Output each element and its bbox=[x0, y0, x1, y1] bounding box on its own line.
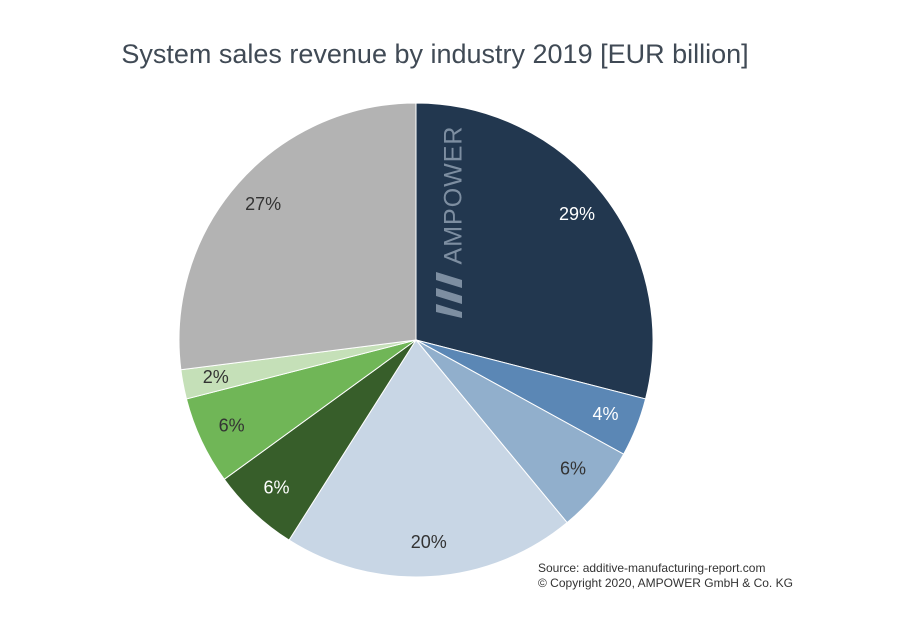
logo bbox=[436, 272, 462, 288]
slice bbox=[178, 102, 417, 371]
copyright-note: © Copyright 2020, AMPOWER GmbH & Co. KG bbox=[538, 576, 793, 590]
chart-title: System sales revenue by industry 2019 [E… bbox=[121, 39, 748, 69]
watermark: AMPOWER bbox=[436, 126, 468, 318]
slice bbox=[415, 102, 654, 400]
data-label: 27% bbox=[245, 194, 281, 214]
data-label: 4% bbox=[592, 404, 618, 424]
data-label: 29% bbox=[559, 204, 595, 224]
logo bbox=[436, 288, 462, 304]
data-label: 6% bbox=[263, 477, 289, 497]
data-label: 6% bbox=[219, 416, 245, 436]
data-label: 2% bbox=[203, 367, 229, 387]
pie bbox=[178, 102, 654, 578]
labels: 29% 4% 6% 20% 6% 6% 2% 27% bbox=[203, 194, 619, 552]
watermark-text: AMPOWER bbox=[440, 126, 468, 265]
logo bbox=[436, 304, 462, 318]
slice bbox=[288, 339, 568, 578]
data-label: 6% bbox=[560, 459, 586, 479]
source-note: Source: additive-manufacturing-report.co… bbox=[538, 561, 765, 575]
data-label: 20% bbox=[411, 532, 447, 552]
